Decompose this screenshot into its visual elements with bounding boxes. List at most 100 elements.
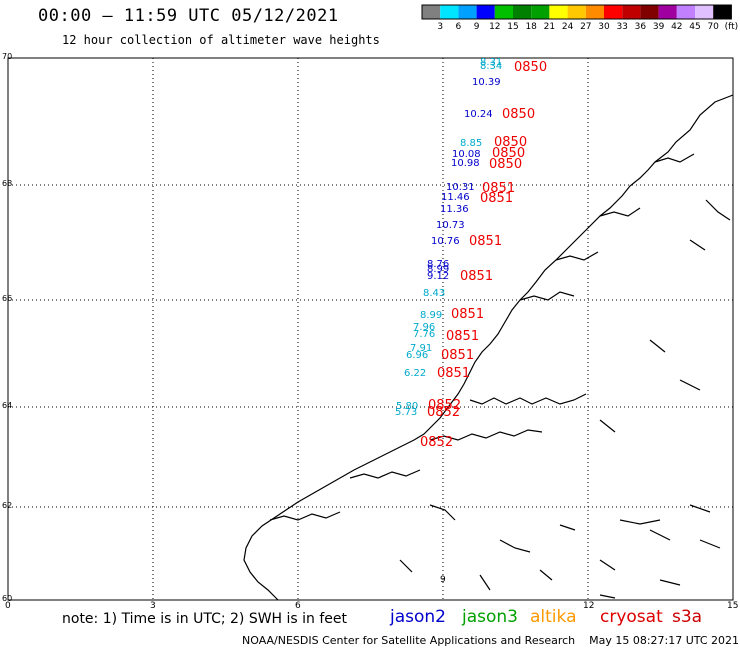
wave-height-reading: 8.85 — [460, 138, 482, 149]
legend-swatch — [713, 5, 732, 19]
legend-label: 36 — [634, 22, 647, 32]
wave-height-reading: 8.99 — [420, 310, 442, 321]
observation-time-label: 0852 — [427, 405, 460, 420]
wave-height-reading: 7.96 — [413, 322, 435, 333]
legend-swatch — [440, 5, 459, 19]
satellite-altika: altika — [530, 607, 577, 627]
x-tick-0: 0 — [5, 601, 11, 611]
wave-height-reading: 10.24 — [464, 109, 493, 120]
observation-time-label: 0851 — [480, 191, 513, 206]
wave-height-reading: 8.99 — [427, 264, 449, 275]
legend-label: 12 — [489, 22, 501, 32]
legend-swatch — [494, 5, 513, 19]
footer-credit: NOAA/NESDIS Center for Satellite Applica… — [242, 634, 740, 647]
wave-height-reading: 9.12 — [427, 271, 449, 282]
x-tick-3: 3 — [150, 601, 156, 611]
legend-swatch — [513, 5, 532, 19]
wave-height-reading: 7.91 — [410, 343, 432, 354]
legend-swatch — [458, 5, 477, 19]
legend-label: 39 — [652, 22, 665, 32]
x-tick-12: 12 — [583, 601, 595, 611]
y-tick-62: 62 — [2, 501, 13, 510]
wave-height-reading: 10.73 — [436, 220, 465, 231]
wave-height-reading: 8.34 — [480, 61, 502, 72]
legend-swatch — [531, 5, 550, 19]
legend-swatch — [476, 5, 495, 19]
observation-time-label: 0851 — [441, 348, 474, 363]
legend-swatch — [676, 5, 695, 19]
wave-height-reading: 6.96 — [406, 350, 428, 361]
grid-lines — [8, 57, 733, 600]
observation-time-label: 0852 — [428, 398, 461, 413]
observation-time-label: 0850 — [502, 107, 535, 122]
coastline — [243, 94, 734, 601]
satellite-jason3: jason3 — [462, 607, 518, 627]
wave-height-reading: 10.76 — [431, 236, 460, 247]
wave-height-reading: 10.31 — [446, 182, 475, 193]
wave-height-reading: 8.76 — [427, 259, 449, 270]
color-legend — [421, 4, 732, 20]
y-tick-64: 64 — [2, 401, 13, 410]
observation-time-label: 0851 — [469, 234, 502, 249]
x-tick-9: 9 — [440, 575, 446, 585]
legend-label: 6 — [455, 22, 462, 32]
wave-height-reading: 10.98 — [451, 158, 480, 169]
wave-height-reading: 6.22 — [404, 368, 426, 379]
y-tick-66: 66 — [2, 294, 13, 303]
legend-label: 9 — [473, 22, 480, 32]
legend-label: 42 — [671, 22, 683, 32]
satellite-s3a: s3a — [672, 607, 703, 627]
wave-height-reading: 11.46 — [441, 192, 470, 203]
wave-height-reading: 10.39 — [472, 77, 501, 88]
satellite-jason2: jason2 — [390, 607, 446, 627]
legend-swatch — [567, 5, 586, 19]
observation-time-label: 0850 — [489, 157, 522, 172]
legend-swatch — [549, 5, 568, 19]
legend-swatch — [622, 5, 641, 19]
legend-swatch — [658, 5, 677, 19]
map-frame — [7, 57, 734, 601]
legend-label: 70 — [707, 22, 719, 32]
observation-time-label: 0851 — [446, 329, 479, 344]
track-labels: 8.318.3410.3910.248.8510.0810.9810.3111.… — [395, 57, 547, 450]
observation-time-label: 0851 — [451, 307, 484, 322]
wave-height-reading: 5.73 — [395, 407, 417, 418]
legend-label: 24 — [561, 22, 574, 32]
page-title: 00:00 – 11:59 UTC 05/12/2021 — [38, 6, 339, 26]
legend-label: 30 — [598, 22, 610, 32]
wave-height-reading: 5.80 — [396, 401, 418, 412]
legend-label: (ft) — [724, 22, 739, 32]
wave-height-reading: 8.43 — [423, 288, 445, 299]
legend-label: 18 — [525, 22, 537, 32]
legend-swatch — [585, 5, 604, 19]
wave-height-reading: 8.31 — [480, 57, 502, 68]
y-tick-68: 68 — [2, 179, 13, 188]
wave-height-reading: 10.08 — [452, 149, 481, 160]
y-tick-60: 60 — [2, 594, 13, 603]
observation-time-label: 0851 — [437, 366, 470, 381]
legend-label: 21 — [543, 22, 556, 32]
x-tick-15: 15 — [727, 601, 739, 611]
page-subtitle: 12 hour collection of altimeter wave hei… — [62, 33, 380, 47]
legend-swatch — [695, 5, 714, 19]
footer-note: note: 1) Time is in UTC; 2) SWH is in fe… — [62, 611, 348, 627]
legend-label: 3 — [437, 22, 444, 32]
y-tick-70: 70 — [2, 52, 13, 61]
legend-label: 15 — [507, 22, 519, 32]
observation-time-label: 0852 — [420, 435, 453, 450]
observation-time-label: 0851 — [460, 269, 493, 284]
wave-height-reading: 11.36 — [440, 204, 469, 215]
observation-time-label: 0851 — [482, 181, 515, 196]
legend-swatch — [604, 5, 623, 19]
legend-label: 45 — [689, 22, 701, 32]
legend-label: 33 — [616, 22, 628, 32]
satellite-cryosat: cryosat — [600, 607, 663, 627]
legend-swatch — [640, 5, 659, 19]
legend-swatch — [422, 5, 441, 19]
observation-time-label: 0850 — [514, 60, 547, 75]
x-tick-6: 6 — [295, 601, 301, 611]
legend-label: 27 — [580, 22, 592, 32]
observation-time-label: 0850 — [492, 146, 525, 161]
wave-height-reading: 7.76 — [413, 329, 435, 340]
